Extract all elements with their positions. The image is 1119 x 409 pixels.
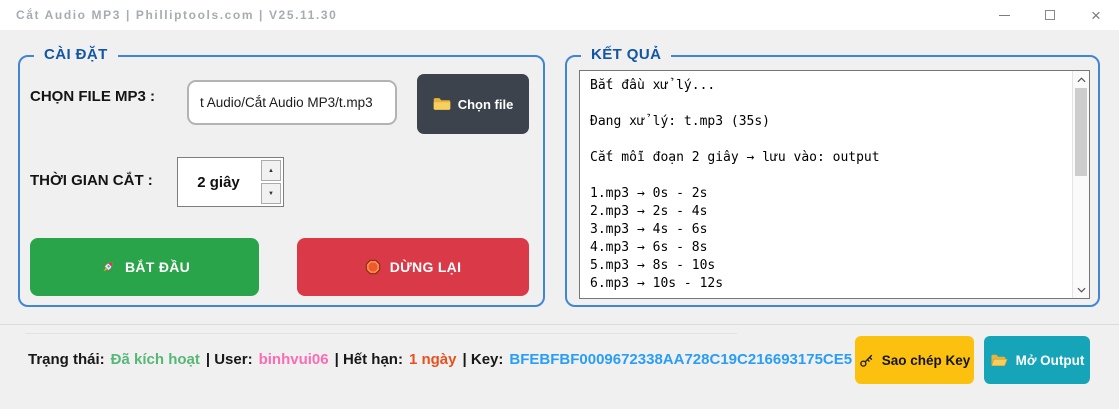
close-button[interactable]: × xyxy=(1073,0,1119,30)
result-log-text[interactable]: Bắt đầu xử lý... Đang xử lý: t.mp3 (35s)… xyxy=(590,78,880,291)
chevron-up-icon xyxy=(1076,76,1086,83)
copy-key-button[interactable]: Sao chép Key xyxy=(855,336,974,384)
arrow-up-icon: ▲ xyxy=(268,167,274,174)
status-value: Đã kích hoạt xyxy=(110,351,200,368)
copy-key-button-label: Sao chép Key xyxy=(881,352,971,368)
stop-button-label: DỪNG LẠI xyxy=(389,259,462,275)
cut-duration-label: THỜI GIAN CẮT : xyxy=(30,172,153,189)
settings-groupbox: CÀI ĐẶT CHỌN FILE MP3 : Chọn file THỜI G… xyxy=(18,46,545,307)
stop-button[interactable]: DỪNG LẠI xyxy=(297,238,529,296)
status-bar: Trạng thái: Đã kích hoạt | User: binhvui… xyxy=(28,351,852,368)
cut-duration-value[interactable]: 2 giây xyxy=(197,173,240,191)
stepper-buttons: ▲ ▼ xyxy=(259,158,283,206)
choose-file-button[interactable]: Chọn file xyxy=(417,74,529,134)
divider xyxy=(0,324,1119,325)
key-icon xyxy=(859,353,874,368)
start-button[interactable]: BẮT ĐẦU xyxy=(30,238,259,296)
minimize-button[interactable] xyxy=(981,0,1027,30)
scrollbar-thumb[interactable] xyxy=(1075,88,1087,176)
window-title: Cắt Audio MP3 | Philliptools.com | V25.1… xyxy=(16,8,338,22)
close-icon: × xyxy=(1091,5,1101,25)
result-log-box: Bắt đầu xử lý... Đang xử lý: t.mp3 (35s)… xyxy=(579,70,1090,299)
scroll-down-button[interactable] xyxy=(1073,281,1089,298)
divider xyxy=(25,333,737,334)
arrow-down-icon: ▼ xyxy=(268,190,274,197)
stepper-up-button[interactable]: ▲ xyxy=(261,160,281,181)
results-groupbox: KẾT QUẢ Bắt đầu xử lý... Đang xử lý: t.m… xyxy=(565,46,1100,307)
settings-group-title: CÀI ĐẶT xyxy=(34,46,118,63)
choose-file-label: CHỌN FILE MP3 : xyxy=(30,88,156,105)
stepper-down-button[interactable]: ▼ xyxy=(261,183,281,204)
rocket-icon xyxy=(99,259,116,276)
log-scrollbar[interactable] xyxy=(1072,71,1089,298)
maximize-icon xyxy=(1045,10,1055,20)
results-group-title: KẾT QUẢ xyxy=(581,46,672,63)
window-controls: × xyxy=(981,0,1119,30)
chevron-down-icon xyxy=(1076,287,1086,293)
cut-duration-stepper[interactable]: 2 giây ▲ ▼ xyxy=(177,157,284,207)
key-value: BFEBFBF0009672338AA728C19C216693175CE5 xyxy=(509,351,853,368)
user-value: binhvui06 xyxy=(258,351,329,368)
start-button-label: BẮT ĐẦU xyxy=(124,259,191,275)
expiry-label: | Hết hạn: xyxy=(334,351,403,368)
user-label: | User: xyxy=(205,351,253,368)
open-folder-icon xyxy=(990,353,1008,368)
folder-icon xyxy=(433,97,451,111)
maximize-button[interactable] xyxy=(1027,0,1073,30)
open-output-button-label: Mở Output xyxy=(1015,352,1085,368)
scroll-up-button[interactable] xyxy=(1073,71,1089,88)
title-bar: Cắt Audio MP3 | Philliptools.com | V25.1… xyxy=(0,0,1119,30)
status-label: Trạng thái: xyxy=(28,351,105,368)
open-output-button[interactable]: Mở Output xyxy=(984,336,1090,384)
expiry-value: 1 ngày xyxy=(408,351,457,368)
file-path-input[interactable] xyxy=(187,80,397,125)
key-label: | Key: xyxy=(462,351,504,368)
stop-sign-icon xyxy=(365,259,381,275)
choose-file-label-text: Chọn file xyxy=(457,96,514,112)
minimize-icon xyxy=(998,14,1010,16)
scrollbar-track[interactable] xyxy=(1073,88,1089,281)
